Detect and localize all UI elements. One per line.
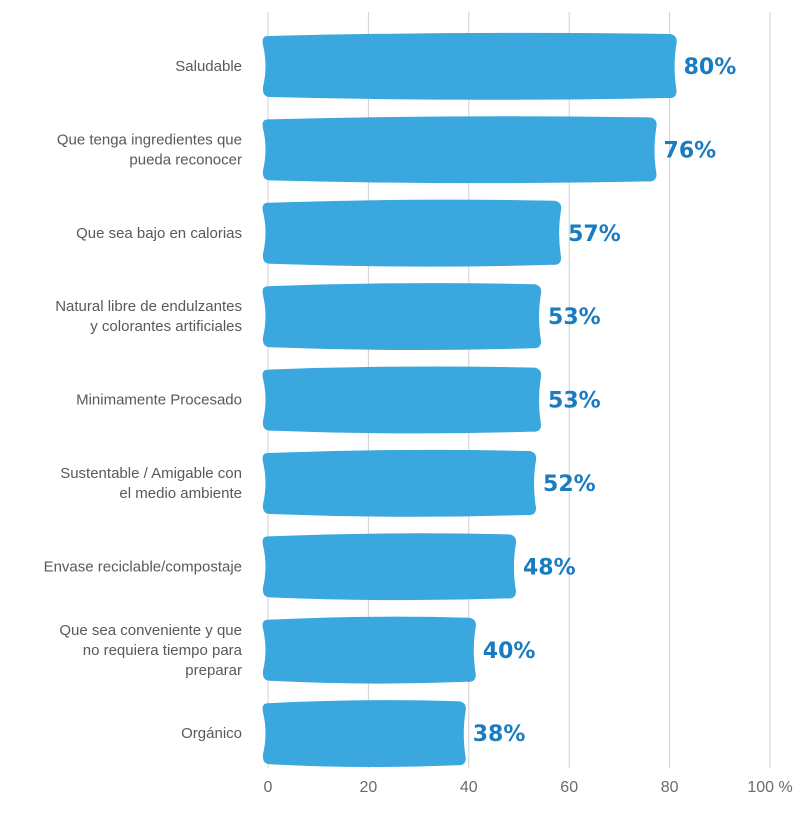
bar (262, 366, 542, 434)
value-labels: 80% 76% 57% 53% 53% 52% 48% 40% 38% (473, 55, 737, 747)
x-tick-label: 20 (360, 779, 378, 796)
bar (262, 116, 657, 184)
bar (262, 700, 466, 767)
category-label: Orgánico (181, 725, 242, 742)
bar (262, 533, 517, 601)
category-label: Envase reciclable/compostaje (44, 558, 242, 575)
category-label: Que sea bajo en calorias (76, 225, 242, 242)
value-label: 53% (548, 389, 601, 414)
value-label: 76% (664, 138, 717, 163)
x-tick-label: 80 (661, 779, 679, 796)
x-tick-label: 100 % (747, 779, 792, 796)
bar (262, 199, 562, 267)
bar (262, 283, 542, 350)
category-label: Que sea conveniente y que no requiera tie… (59, 622, 242, 679)
value-label: 52% (543, 472, 596, 497)
x-tick-label: 0 (264, 779, 273, 796)
x-axis-ticks: 0 20 40 60 80 100 % (264, 779, 793, 796)
category-label: Natural libre de endulzantes y colorantes… (55, 298, 242, 335)
value-label: 40% (483, 639, 536, 664)
value-label: 80% (684, 55, 737, 80)
category-label: Saludable (175, 58, 242, 75)
category-label: Sustentable / Amigable con el medio ambie… (60, 465, 242, 502)
value-label: 53% (548, 305, 601, 330)
bar (262, 449, 537, 517)
value-label: 48% (523, 555, 576, 580)
x-tick-label: 60 (560, 779, 578, 796)
value-label: 38% (473, 722, 526, 747)
bars (262, 32, 677, 767)
x-tick-label: 40 (460, 779, 478, 796)
category-labels: Saludable Que tenga ingredientes que pueda… (44, 58, 243, 742)
bar (262, 32, 677, 100)
value-label: 57% (568, 222, 621, 247)
bar (262, 616, 476, 684)
category-label: Que tenga ingredientes que pueda reconoce… (57, 131, 242, 168)
category-label: Minimamente Procesado (76, 392, 242, 409)
